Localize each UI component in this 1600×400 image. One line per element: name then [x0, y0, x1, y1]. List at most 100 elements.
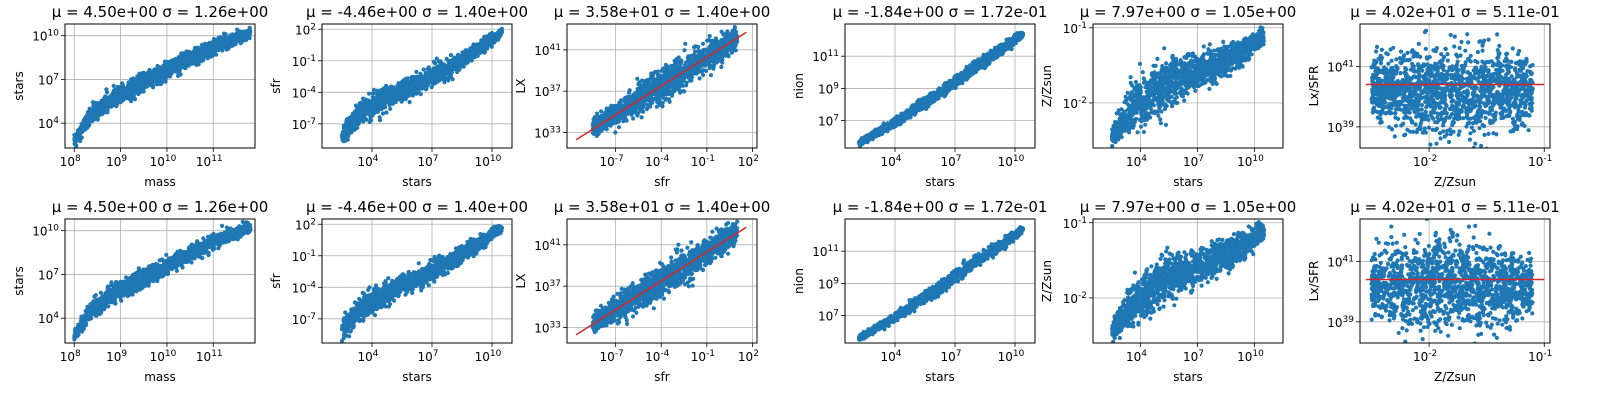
data-point	[486, 37, 491, 42]
data-point	[726, 52, 731, 58]
data-point	[115, 88, 120, 93]
data-point	[591, 131, 597, 136]
data-point	[397, 87, 402, 92]
fit-line	[575, 31, 747, 141]
data-point	[414, 69, 419, 74]
data-point	[627, 90, 632, 95]
data-point	[115, 84, 120, 89]
data-point	[446, 78, 451, 83]
data-point	[104, 102, 109, 107]
data-point	[676, 87, 681, 92]
data-point	[158, 65, 163, 70]
y-axis-label: sfr	[269, 78, 283, 93]
data-point	[633, 91, 638, 96]
data-point	[197, 47, 202, 53]
data-point	[481, 43, 486, 48]
data-point	[169, 58, 174, 63]
data-point	[83, 127, 88, 132]
data-point	[644, 84, 649, 89]
x-tick-label: 108	[60, 154, 81, 169]
x-tick-label: 107	[417, 154, 438, 169]
data-point	[352, 117, 357, 122]
data-point	[695, 53, 700, 59]
data-point	[475, 45, 480, 50]
data-point	[343, 138, 348, 143]
data-point	[673, 83, 678, 88]
data-point	[674, 71, 679, 76]
data-point	[78, 130, 83, 135]
data-point	[660, 100, 665, 105]
data-point	[711, 45, 717, 51]
y-tick-label: 107	[38, 72, 59, 87]
data-point	[140, 84, 145, 89]
data-point	[237, 31, 242, 36]
data-point	[72, 137, 77, 142]
data-point	[174, 68, 179, 73]
data-point	[463, 48, 468, 53]
data-point	[438, 59, 443, 64]
data-point	[181, 54, 186, 59]
data-point	[360, 108, 365, 113]
data-point	[687, 57, 692, 62]
data-point	[661, 68, 666, 73]
data-point	[616, 125, 622, 130]
data-point	[366, 103, 371, 108]
data-point	[120, 85, 125, 90]
y-axis-label: LX	[514, 79, 528, 94]
data-point	[709, 38, 715, 43]
data-point	[377, 115, 382, 120]
data-point	[128, 97, 133, 102]
y-tick-label: 1041	[534, 43, 561, 58]
data-point	[195, 57, 200, 63]
data-point	[376, 97, 381, 102]
x-axis-label: mass	[144, 175, 176, 189]
subplot-title: μ = 3.58e+01 σ = 1.40e+00	[554, 3, 771, 21]
data-point	[361, 99, 366, 104]
data-point	[248, 30, 253, 35]
data-point	[667, 99, 672, 104]
data-point	[197, 52, 203, 57]
data-point	[78, 125, 83, 130]
data-point	[154, 71, 159, 77]
data-point	[449, 66, 454, 71]
data-point	[400, 80, 406, 85]
data-point	[699, 68, 704, 73]
data-point	[688, 78, 693, 83]
data-point	[719, 54, 724, 59]
data-point	[637, 103, 643, 108]
subplot-title: μ = 4.50e+00 σ = 1.26e+00	[52, 3, 269, 21]
data-point	[463, 58, 468, 64]
data-point	[497, 34, 502, 39]
data-point	[660, 80, 666, 85]
data-point	[656, 78, 661, 83]
x-axis-label: sfr	[654, 175, 669, 189]
data-point	[375, 88, 380, 93]
data-point	[367, 91, 372, 96]
data-point	[209, 49, 214, 55]
data-point	[418, 74, 424, 79]
x-tick-label: 10-7	[600, 154, 624, 169]
data-point	[149, 73, 154, 78]
data-point	[699, 50, 705, 55]
data-point	[107, 102, 112, 107]
data-point	[641, 83, 646, 88]
scatter-points	[72, 25, 253, 148]
data-point	[606, 114, 611, 119]
data-point	[377, 106, 382, 111]
data-point	[596, 131, 601, 136]
data-point	[470, 55, 475, 60]
data-point	[387, 102, 392, 107]
data-point	[442, 77, 447, 83]
data-point	[700, 41, 706, 46]
data-point	[608, 110, 614, 116]
y-tick-label: 10-7	[292, 117, 316, 132]
data-point	[436, 74, 441, 79]
data-point	[669, 83, 675, 88]
data-point	[672, 62, 678, 67]
data-point	[357, 119, 362, 125]
data-point	[141, 70, 146, 75]
data-point	[466, 49, 471, 54]
data-point	[404, 78, 409, 83]
